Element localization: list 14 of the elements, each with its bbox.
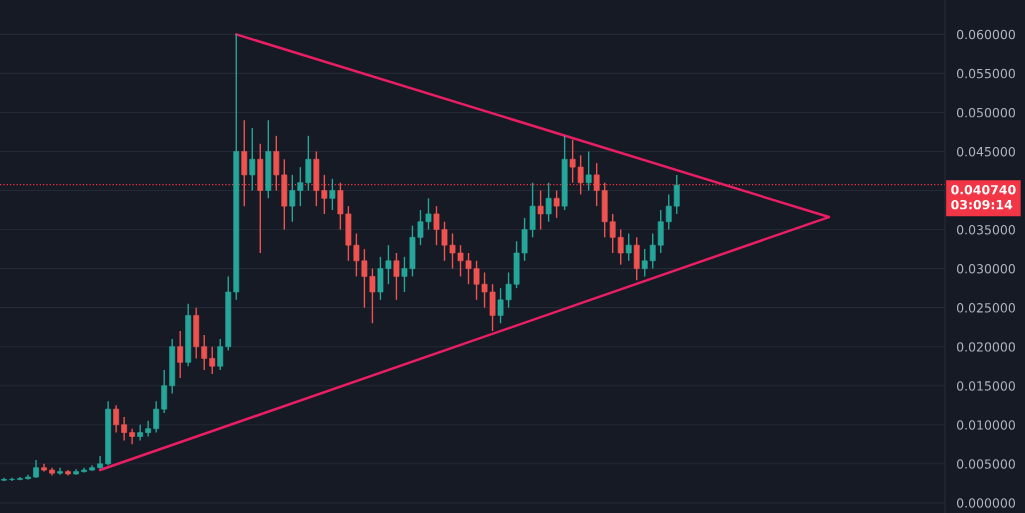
y-tick-label: 0.015000 xyxy=(956,381,1015,391)
y-tick-label: 0.025000 xyxy=(956,303,1015,313)
y-tick-label: 0.000000 xyxy=(956,498,1015,508)
y-tick-label: 0.035000 xyxy=(956,225,1015,235)
text: 03:09:14 xyxy=(951,199,1013,210)
y-tick-label: 0.045000 xyxy=(956,146,1015,157)
y-tick-label: 0.050000 xyxy=(956,107,1015,118)
y-tick-label: 0.060000 xyxy=(956,29,1015,40)
y-tick-label: 0.005000 xyxy=(956,459,1015,469)
y-tick-label: 0.030000 xyxy=(956,264,1015,274)
y-tick-label: 0.055000 xyxy=(956,68,1015,79)
ref-line-label: 0.040740 xyxy=(951,184,1016,195)
y-tick-label: 0.010000 xyxy=(956,420,1015,430)
y-tick-label: 0.020000 xyxy=(956,342,1015,352)
